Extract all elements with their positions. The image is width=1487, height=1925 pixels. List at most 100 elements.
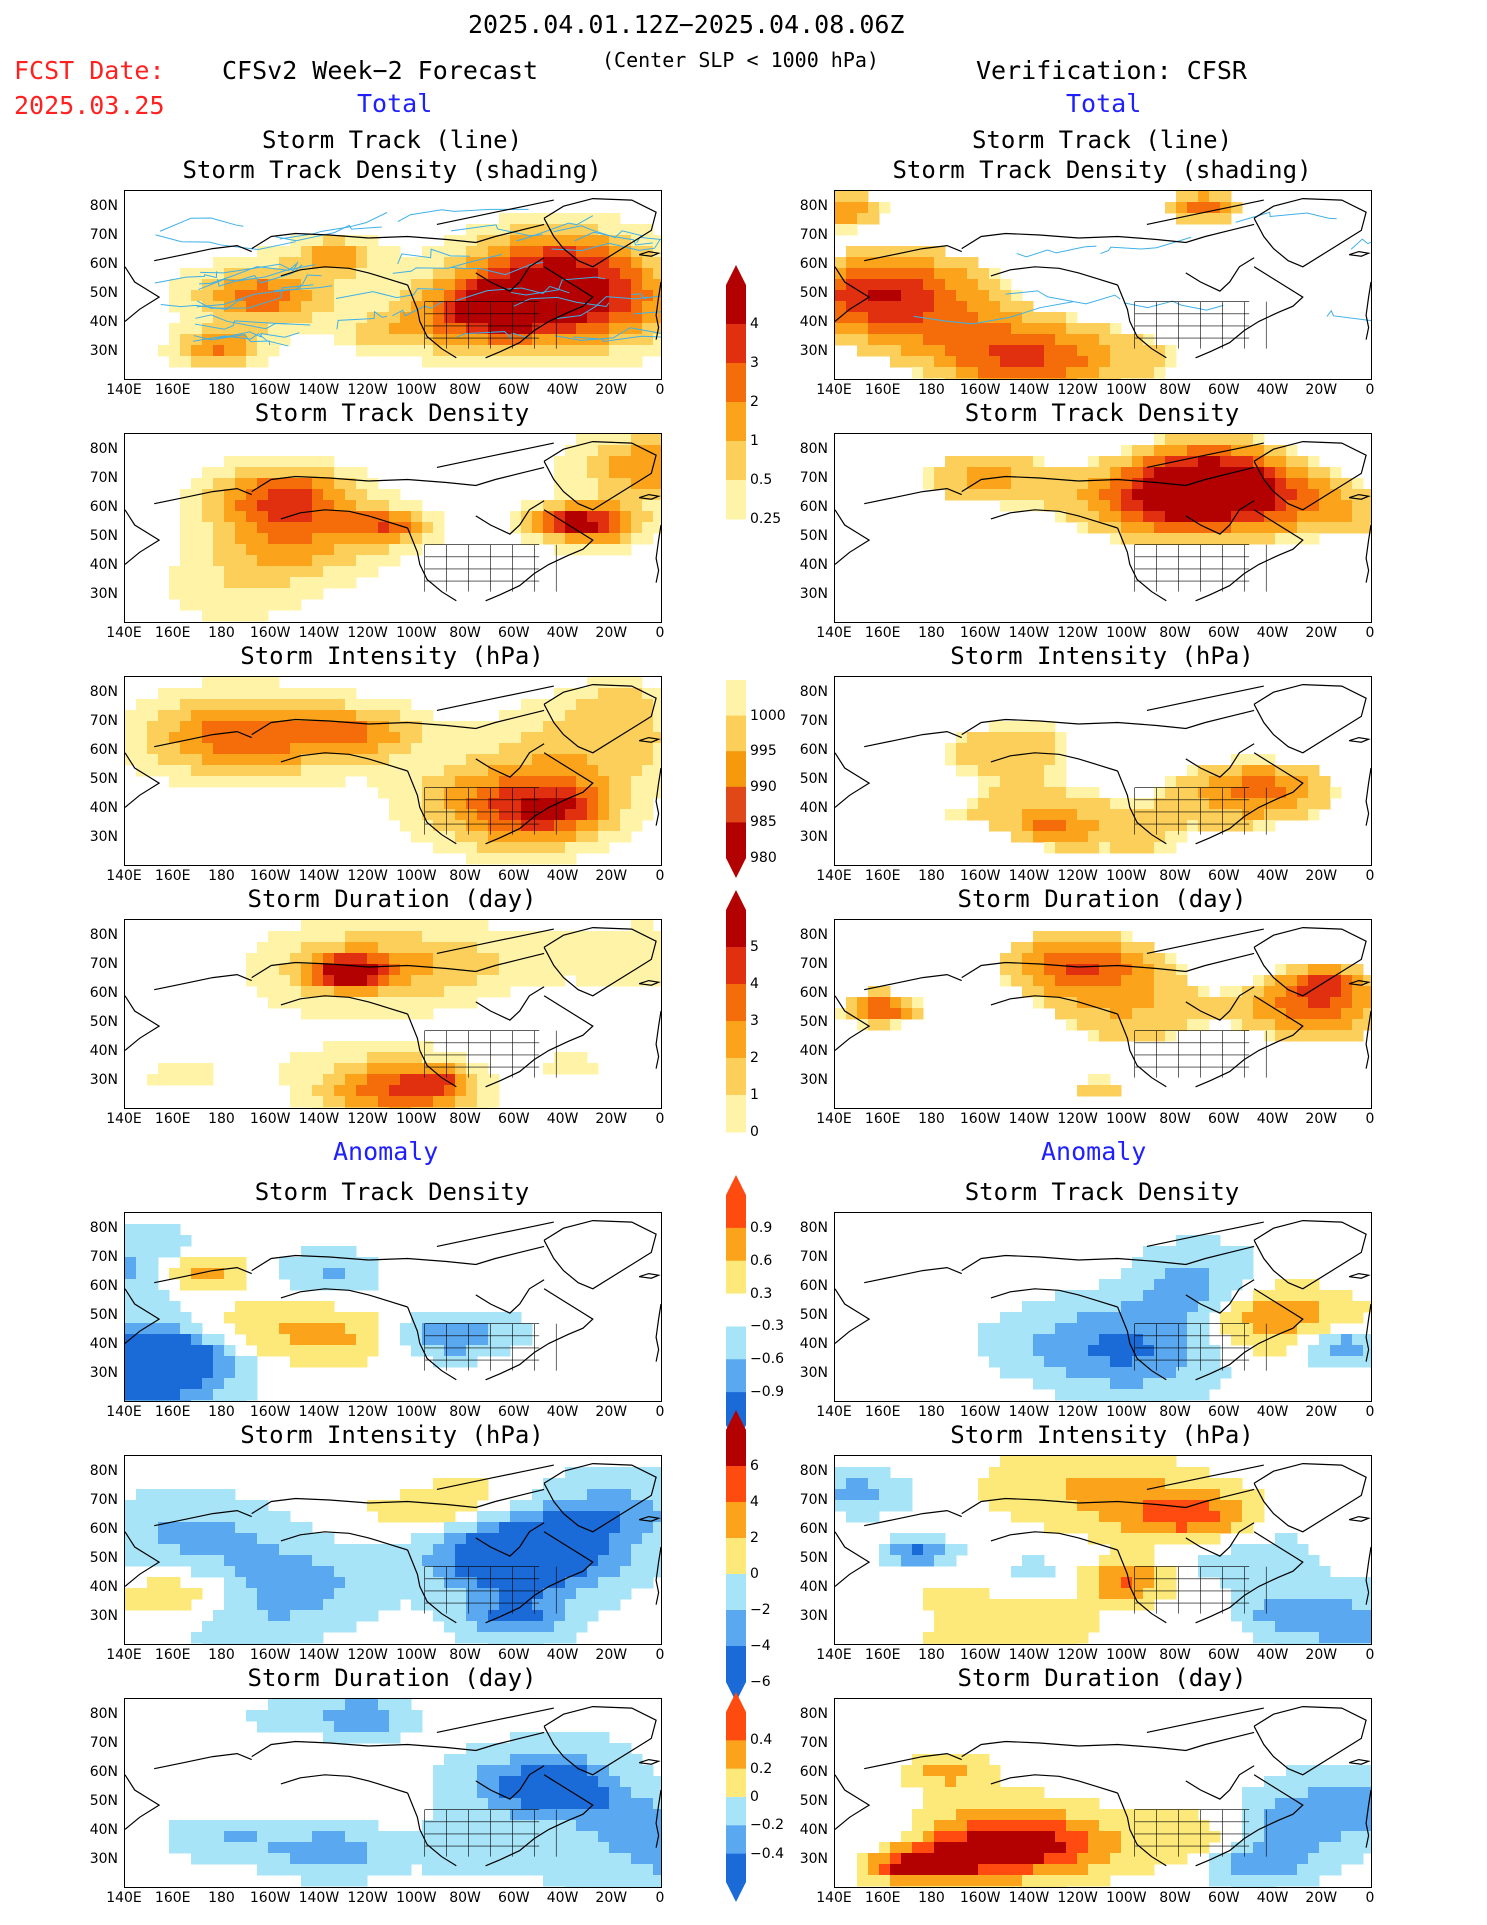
lon-tick-label: 0	[1365, 1890, 1375, 1906]
colorbar-anom_density	[726, 1175, 746, 1445]
lon-tick-label: 100W	[396, 625, 437, 641]
forecast-map-panel	[124, 1698, 662, 1888]
lon-tick-label: 40W	[1256, 382, 1289, 398]
verification-map-panel	[834, 1698, 1372, 1888]
lon-tick-label: 0	[655, 382, 665, 398]
lat-tick-label: 60N	[799, 985, 828, 1001]
lat-tick-label: 70N	[799, 470, 828, 486]
lat-tick-label: 80N	[89, 1220, 118, 1236]
lat-tick-label: 50N	[799, 1307, 828, 1323]
lat-tick-label: 80N	[799, 441, 828, 457]
lat-tick-label: 60N	[89, 256, 118, 272]
lat-tick-label: 70N	[799, 1735, 828, 1751]
lon-tick-label: 140W	[298, 868, 340, 884]
colorbar-anom_duration	[726, 1692, 746, 1902]
lon-tick-label: 100W	[1106, 625, 1147, 641]
lon-tick-label: 160E	[154, 1404, 191, 1420]
shading-layer	[125, 1467, 661, 1644]
map-svg	[125, 434, 661, 622]
lon-tick-label: 140E	[106, 625, 142, 641]
lon-tick-label: 40W	[546, 625, 579, 641]
lon-tick-label: 140W	[1008, 868, 1050, 884]
lat-tick-label: 50N	[799, 1014, 828, 1030]
shading-layer	[169, 1699, 661, 1887]
lon-tick-label: 40W	[1256, 868, 1289, 884]
lon-tick-label: 100W	[396, 1890, 437, 1906]
lon-tick-label: 60W	[1207, 1404, 1240, 1420]
lon-tick-label: 20W	[1305, 1111, 1338, 1127]
lat-tick-label: 30N	[89, 586, 118, 602]
lat-tick-label: 70N	[89, 1249, 118, 1265]
lon-tick-label: 100W	[1106, 868, 1147, 884]
period-title: 2025.04.01.12Z−2025.04.08.06Z	[468, 10, 905, 39]
lat-tick-label: 70N	[89, 713, 118, 729]
colorbar-tick-label: −4	[750, 1638, 771, 1654]
lat-tick-label: 30N	[89, 1608, 118, 1624]
lon-tick-label: 120W	[347, 382, 388, 398]
lat-tick-label: 80N	[799, 1220, 828, 1236]
lon-tick-label: 120W	[1057, 1890, 1098, 1906]
lon-tick-label: 60W	[1207, 1890, 1240, 1906]
coastlines	[835, 1705, 1371, 1867]
lon-tick-label: 160E	[154, 382, 191, 398]
lat-tick-label: 70N	[799, 1492, 828, 1508]
lon-tick-label: 160W	[249, 868, 291, 884]
lat-tick-label: 30N	[799, 1608, 828, 1624]
lon-tick-label: 120W	[1057, 1111, 1098, 1127]
lon-tick-label: 0	[655, 625, 665, 641]
lon-tick-label: 120W	[347, 625, 388, 641]
lon-tick-label: 120W	[1057, 1404, 1098, 1420]
map-svg	[835, 434, 1371, 602]
lon-tick-label: 60W	[497, 1404, 530, 1420]
lat-tick-label: 40N	[799, 1336, 828, 1352]
coastlines	[125, 1462, 661, 1624]
lon-tick-label: 80W	[449, 1890, 481, 1906]
lon-tick-label: 60W	[497, 1890, 530, 1906]
coastlines	[835, 440, 1371, 602]
lon-tick-label: 80W	[1159, 382, 1191, 398]
lon-tick-label: 20W	[1305, 1647, 1338, 1663]
colorbar-duration	[726, 890, 746, 1133]
lon-tick-label: 160E	[154, 868, 191, 884]
colorbar-intensity	[726, 680, 746, 878]
lon-tick-label: 40W	[546, 1890, 579, 1906]
lon-tick-label: 100W	[396, 382, 437, 398]
lon-tick-label: 140E	[816, 1647, 852, 1663]
lat-tick-label: 70N	[89, 1735, 118, 1751]
lat-tick-label: 70N	[799, 956, 828, 972]
lon-tick-label: 160E	[154, 1111, 191, 1127]
lon-tick-label: 160E	[864, 1647, 901, 1663]
colorbar-tick-label: 4	[750, 1494, 759, 1510]
colorbar-tick-label: −0.9	[750, 1384, 784, 1401]
lon-tick-label: 120W	[1057, 625, 1098, 641]
lat-tick-label: 30N	[799, 829, 828, 845]
lon-tick-label: 20W	[1305, 382, 1338, 398]
lon-tick-label: 140W	[1008, 1111, 1050, 1127]
left-total-label: Total	[357, 89, 433, 118]
lat-tick-label: 60N	[799, 1521, 828, 1537]
lon-tick-label: 60W	[497, 1111, 530, 1127]
lat-tick-label: 60N	[799, 256, 828, 272]
lon-tick-label: 20W	[595, 625, 628, 641]
lat-tick-label: 30N	[799, 1365, 828, 1381]
lat-tick-label: 40N	[89, 557, 118, 573]
lon-tick-label: 160W	[959, 382, 1001, 398]
lat-tick-label: 80N	[799, 927, 828, 943]
lat-tick-label: 50N	[89, 1307, 118, 1323]
forecast-map-panel	[124, 190, 662, 380]
lon-tick-label: 80W	[1159, 625, 1191, 641]
lon-tick-label: 180	[208, 868, 235, 884]
lon-tick-label: 140E	[106, 868, 142, 884]
lat-tick-label: 30N	[89, 343, 118, 359]
lat-tick-label: 70N	[89, 1492, 118, 1508]
lon-tick-label: 180	[918, 382, 945, 398]
lat-tick-label: 70N	[799, 227, 828, 243]
map-svg	[835, 926, 1371, 1097]
lat-tick-label: 70N	[89, 227, 118, 243]
fcst-date-value: 2025.03.25	[14, 91, 165, 120]
lon-tick-label: 160E	[154, 625, 191, 641]
lon-tick-label: 20W	[595, 382, 628, 398]
lon-tick-label: 20W	[595, 1890, 628, 1906]
lat-tick-label: 80N	[89, 198, 118, 214]
verification-map-panel	[834, 1455, 1372, 1645]
